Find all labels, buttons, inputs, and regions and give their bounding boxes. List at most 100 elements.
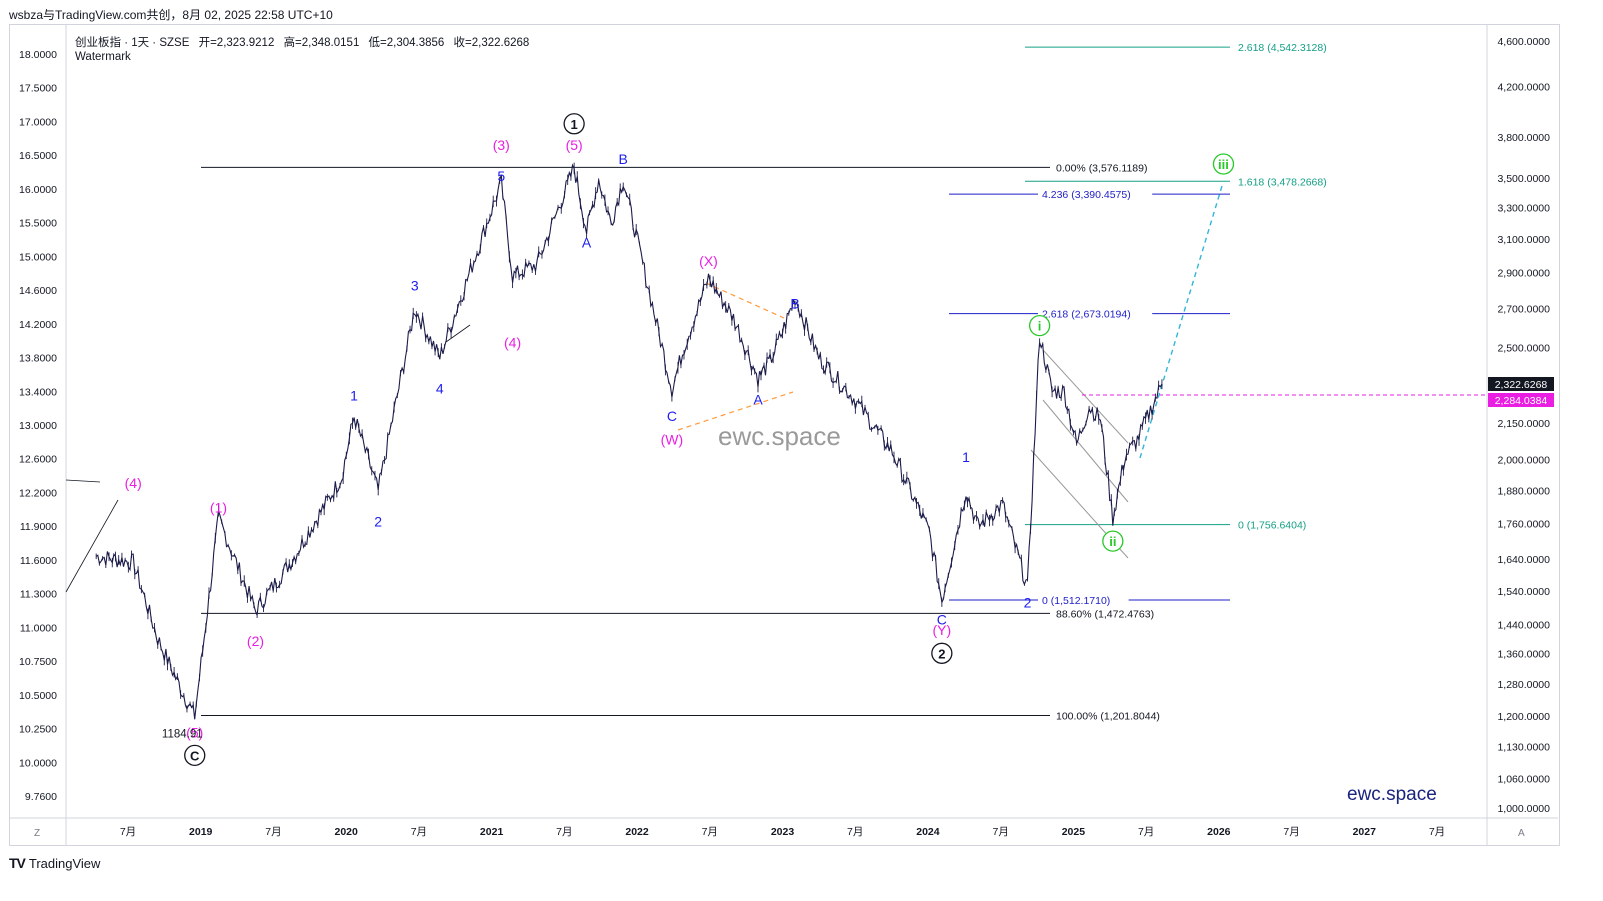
time-axis-tick-label: 2020 [334,826,358,838]
time-axis-tick-label: 2021 [480,826,504,838]
fib-level-label: 0 (1,756.6404) [1238,520,1306,532]
time-axis-tick-label: 7月 [702,826,718,838]
wave-label-circle [1028,315,1051,337]
time-axis-tick-label: 2019 [189,826,213,838]
time-axis-tick-label: 7月 [992,826,1008,838]
wave-label: (4) [504,334,521,350]
left-axis-tick-label: 13.4000 [19,386,57,398]
triangle-line [677,391,794,431]
left-axis-tick-label: 10.2500 [19,724,57,736]
fib-level-label: 88.60% (1,472.4763) [1056,608,1154,620]
wave-label: (X) [699,253,718,269]
left-axis-tick-label: 10.7500 [19,656,57,668]
channel-line [1042,399,1129,503]
trend-line [445,324,471,343]
price-tag-label: 2,322.6268 [1495,379,1548,391]
wave-label: (W) [661,432,684,448]
fib-level-label: 4.236 (3,390.4575) [1042,189,1131,201]
wave-label-circle [931,642,953,664]
wave-label: i [1038,319,1042,334]
wave-label-circle [184,744,206,767]
fib-label-bg [1038,187,1153,201]
left-axis-tick-label: 11.3000 [20,589,57,601]
time-axis-tick-label: 7月 [1138,826,1154,838]
time-axis-tick-label: 2025 [1062,826,1086,838]
wave-label-circle [563,113,585,135]
fib-level-label: 0 (1,512.1710) [1042,595,1110,607]
wave-label: 1184.91 [162,729,203,741]
right-axis-tick-label: 3,500.0000 [1497,173,1550,185]
chart-header-title: wsbza与TradingView.com共创，8月 02, 2025 22:5… [9,8,333,22]
right-axis-tick-label: 2,900.0000 [1497,268,1550,280]
fib-label-bg [1038,306,1153,320]
wave-label: (5) [186,725,203,741]
left-axis-tick-label: 11.9000 [20,521,57,533]
watermark-label: Watermark [75,51,131,63]
left-axis-tick-label: 15.5000 [19,218,57,230]
ohlc-low: 低=2,304.3856 [368,37,445,49]
right-axis-tick-label: 1,280.0000 [1497,679,1550,691]
wave-label: 1 [571,117,578,132]
wave-label: B [619,151,628,167]
left-axis-tick-label: 16.0000 [19,184,57,196]
left-axis-tick-label: 10.5000 [19,690,57,702]
time-axis-tick-label: 2023 [771,826,795,838]
symbol-name[interactable]: 创业板指 · 1天 · SZSE [75,37,190,49]
left-axis-tick-label: 9.7600 [25,791,57,803]
wave-label: (Y) [933,622,952,638]
symbol-info: 创业板指 · 1天 · SZSE 开=2,323.9212 高=2,348.01… [75,34,535,50]
left-axis-tick-label: 10.0000 [19,757,57,769]
left-axis-tick-label: 18.0000 [19,49,57,61]
right-axis-tick-label: 1,640.0000 [1497,554,1550,566]
scale-mode-left-button[interactable]: Z [34,828,41,839]
wave-label: C [937,612,947,628]
time-axis-tick-label: 2026 [1207,826,1231,838]
triangle-line [705,282,785,319]
wave-label: 2 [938,646,945,661]
projection-line [1139,185,1223,459]
time-axis-tick-label: 7月 [265,826,281,838]
trend-line [65,499,119,593]
left-axis-tick-label: 15.0000 [19,251,57,263]
wave-label: 2 [1024,594,1032,610]
left-axis-tick-label: 16.5000 [19,150,57,162]
right-axis-tick-label: 4,600.0000 [1497,36,1550,48]
time-axis-tick-label: 7月 [411,826,427,838]
brand-label: ewc.space [1347,784,1437,805]
right-axis-tick-label: 3,300.0000 [1497,203,1550,215]
footer: TV TradingView [9,855,100,871]
price-tag [1488,393,1554,407]
wave-label: C [190,748,200,763]
chart-frame [9,24,1560,846]
left-axis-tick-label: 17.5000 [19,83,57,95]
right-axis-tick-label: 4,200.0000 [1497,82,1550,94]
left-axis-tick-label: 14.6000 [19,285,57,297]
left-axis-tick-label: 14.2000 [19,319,57,331]
right-axis-tick-label: 3,100.0000 [1497,234,1550,246]
time-axis-tick-label: 2022 [625,826,649,838]
ohlc-close: 收=2,322.6268 [453,37,530,49]
left-axis-tick-label: 13.8000 [19,353,57,365]
wave-label: (3) [493,137,510,153]
right-axis-tick-label: 1,440.0000 [1497,620,1550,632]
auto-scale-button[interactable]: A [1518,828,1525,839]
right-axis-tick-label: 1,060.0000 [1497,774,1550,786]
tradingview-logo-icon[interactable]: TV [9,855,26,871]
fib-level-label: 1.618 (3,478.2668) [1238,176,1327,188]
wave-label: 2 [374,514,382,530]
right-axis-tick-label: 3,800.0000 [1497,132,1550,144]
wave-label: 1 [962,449,970,465]
right-axis-tick-label: 2,150.0000 [1497,418,1550,430]
left-axis-tick-label: 13.0000 [19,420,57,432]
wave-label: 4 [436,381,444,397]
wave-label: (5) [566,137,583,153]
price-tag [1488,377,1554,391]
right-axis-tick-label: 1,200.0000 [1497,711,1550,723]
wave-label: (2) [247,633,264,649]
ohlc-open: 开=2,323.9212 [198,37,275,49]
price-tag-label: 2,284.0384 [1495,395,1548,407]
time-axis-tick-label: 7月 [1429,826,1445,838]
fib-level-label: 0.00% (3,576.1189) [1056,162,1147,174]
time-axis-tick-label: 2027 [1353,826,1377,838]
